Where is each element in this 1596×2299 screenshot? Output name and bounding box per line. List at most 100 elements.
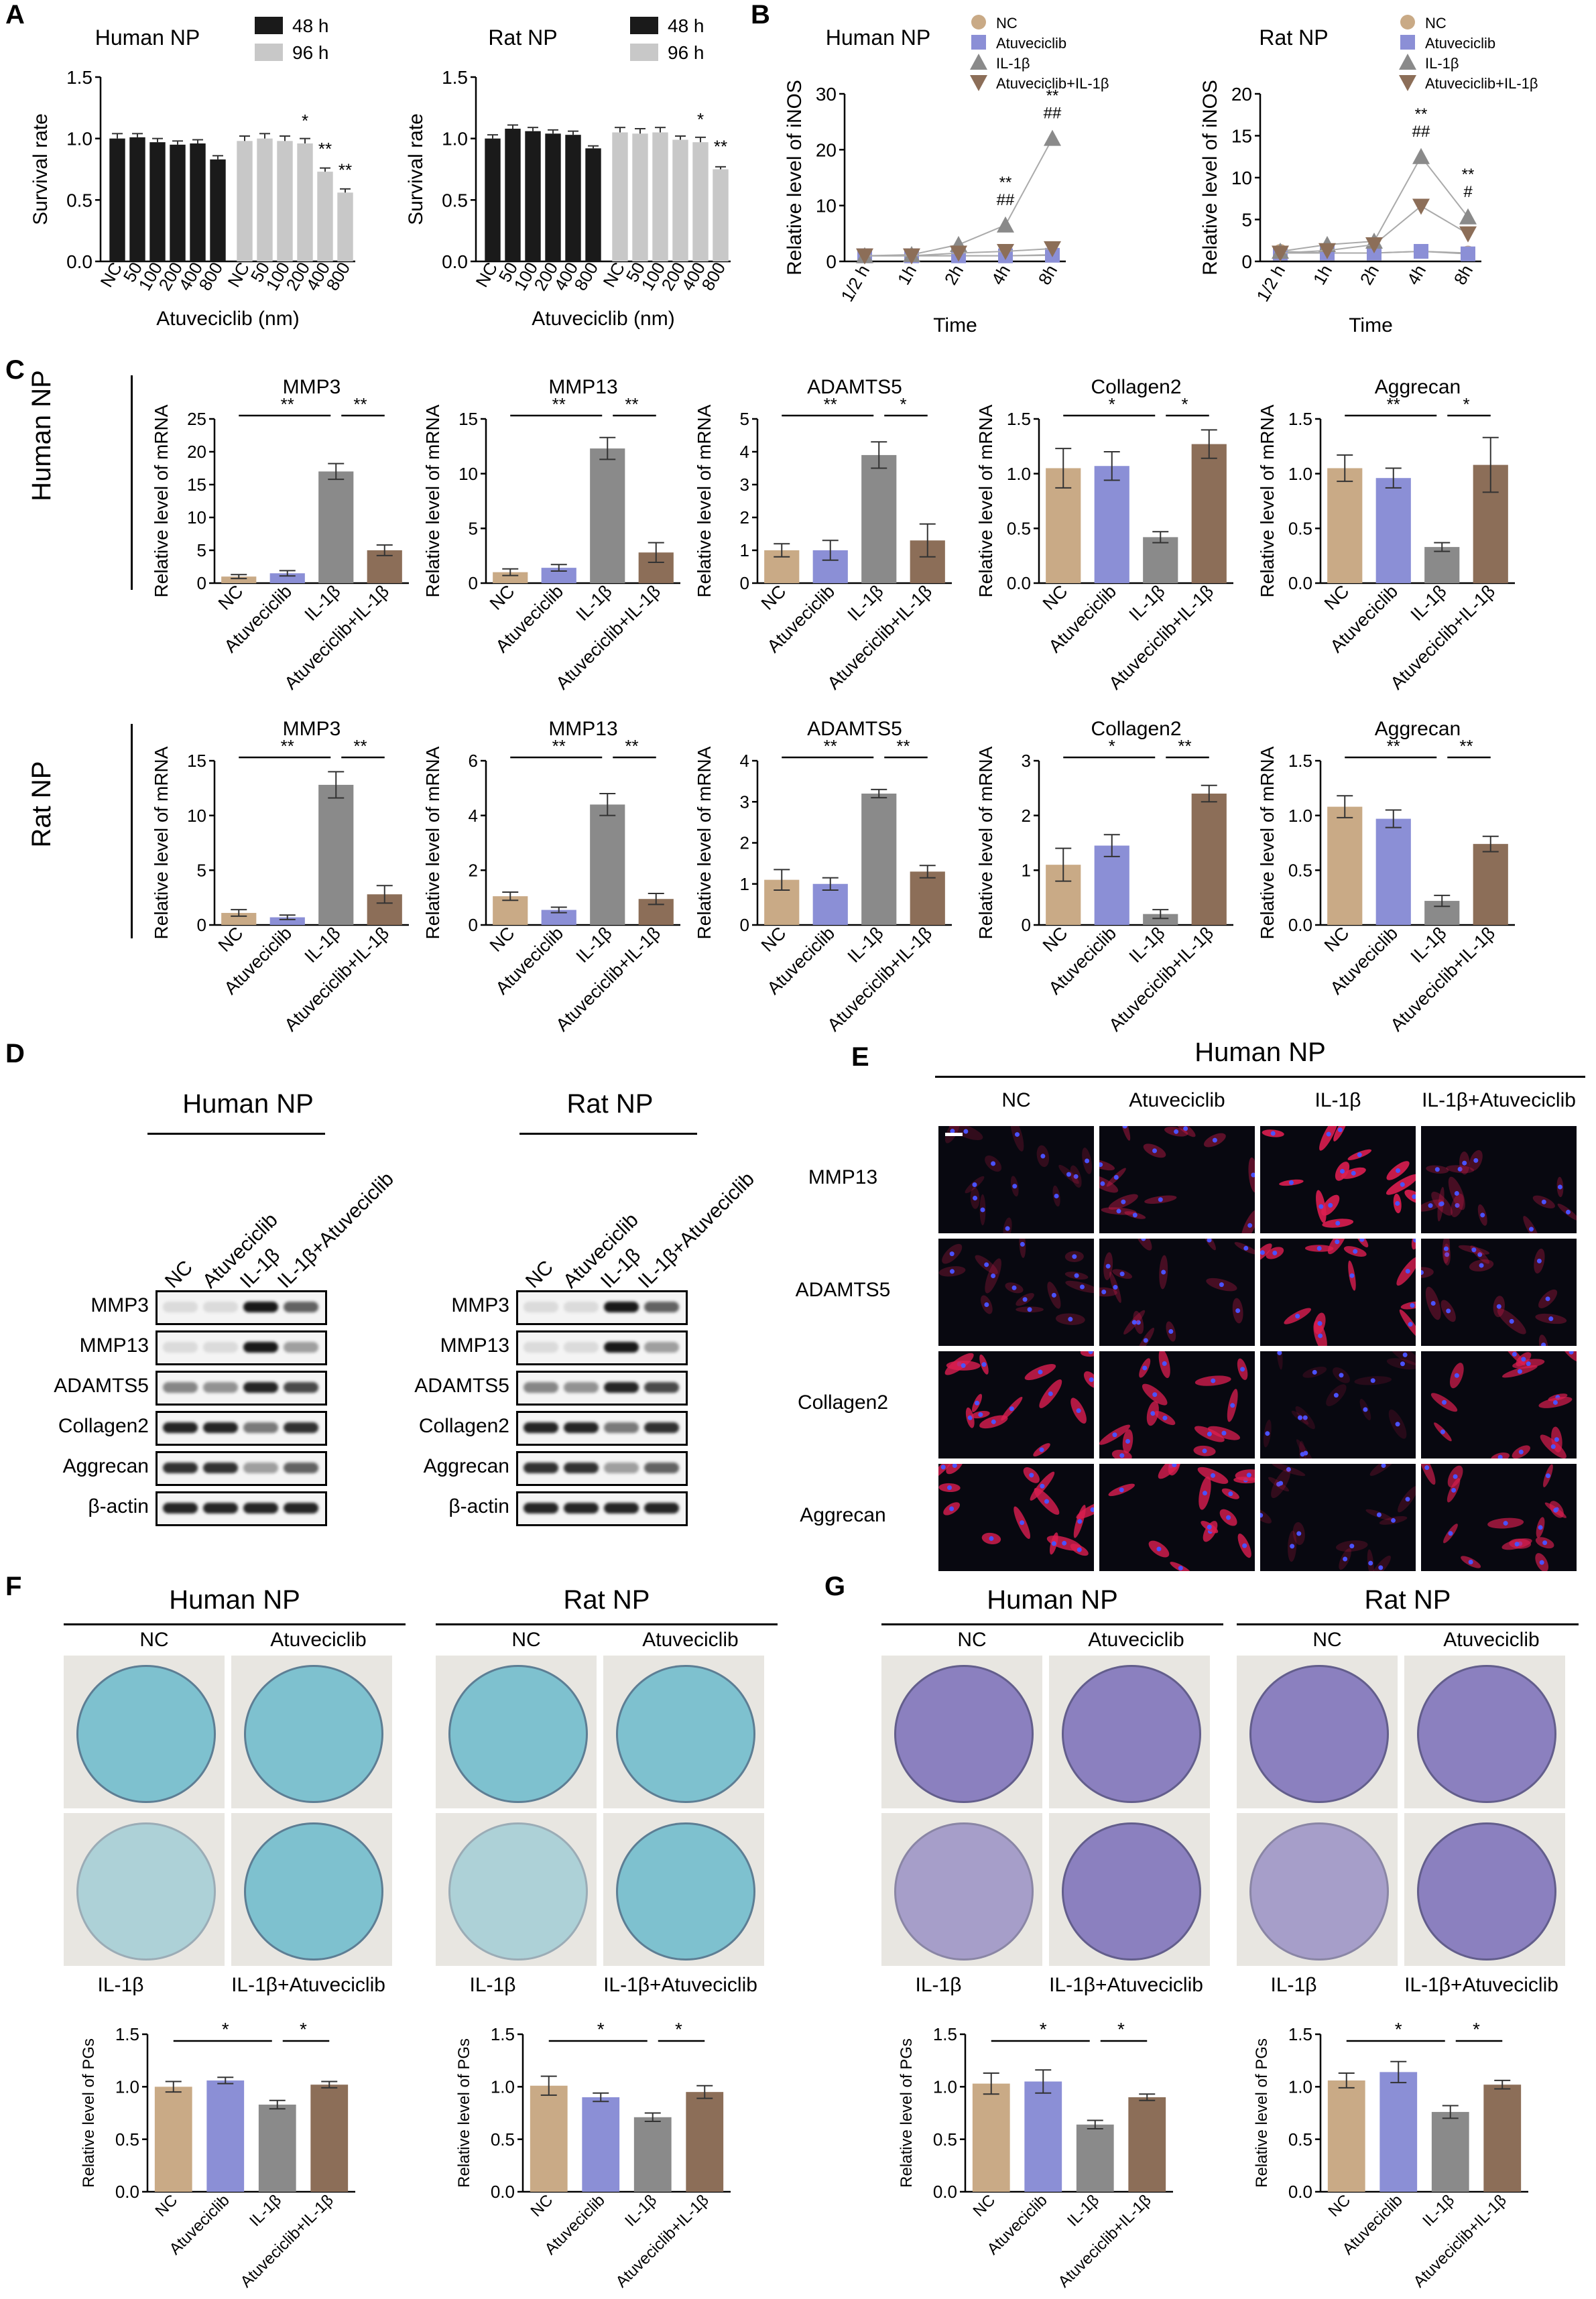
nucleus xyxy=(1066,1172,1072,1177)
nucleus xyxy=(1051,1292,1056,1298)
nucleus xyxy=(950,1129,955,1134)
blot-band xyxy=(524,1382,558,1393)
sig-mark: ** xyxy=(714,137,727,157)
category-label: NC xyxy=(757,581,790,614)
bar-2 xyxy=(1375,478,1411,583)
bar-1 xyxy=(972,2083,1010,2192)
dish-well xyxy=(448,1664,588,1804)
if-row-label: Aggrecan xyxy=(800,1504,886,1526)
y-tick-label: 1.5 xyxy=(491,2024,515,2044)
cell-body xyxy=(1010,1126,1024,1152)
bar-4 xyxy=(1473,844,1508,925)
dish-well xyxy=(76,1822,216,1961)
if-image xyxy=(1260,1464,1416,1571)
bar-3 xyxy=(318,784,354,925)
blot-band xyxy=(243,1422,278,1433)
nucleus xyxy=(1554,1437,1559,1442)
blot-band xyxy=(644,1463,679,1473)
sig-mark: ** xyxy=(339,160,352,180)
nucleus xyxy=(1351,1170,1356,1176)
y-tick-label: 25 xyxy=(187,409,206,429)
bar-1 xyxy=(1327,2080,1365,2192)
y-tick-label: 1 xyxy=(740,874,749,894)
x-axis-label: Atuveciclib (nm) xyxy=(532,308,674,330)
blot-header-human: Human NP xyxy=(182,1089,314,1119)
legend-swatch xyxy=(630,17,658,34)
data-point xyxy=(1365,237,1383,253)
nucleus xyxy=(1328,1202,1333,1208)
if-svg xyxy=(1260,1464,1416,1571)
chart-title: MMP3 xyxy=(283,376,341,398)
y-tick-label: 1.5 xyxy=(442,67,468,88)
legend-label: 96 h xyxy=(668,42,704,63)
category-label: NC xyxy=(486,581,519,614)
category-label: IL-1β xyxy=(300,923,344,967)
y-tick-label: 0.0 xyxy=(442,251,468,272)
nucleus xyxy=(1318,1333,1323,1339)
blot-band xyxy=(284,1342,318,1353)
y-tick-label: 0.0 xyxy=(66,251,93,272)
y-tick-label: 1.0 xyxy=(115,2076,139,2097)
chart-title: Aggrecan xyxy=(1375,376,1461,398)
nucleus xyxy=(1207,1524,1212,1530)
blot-band xyxy=(604,1463,639,1473)
nucleus xyxy=(1343,1556,1348,1562)
nucleus xyxy=(1112,1432,1117,1438)
y-tick-label: 3 xyxy=(1022,751,1031,771)
y-tick-label: 0.0 xyxy=(933,2182,957,2202)
culture-dish-image xyxy=(603,1656,764,1808)
nucleus xyxy=(1295,1314,1300,1319)
nucleus xyxy=(1405,1497,1410,1502)
sig-mark: ** xyxy=(1462,166,1475,184)
y-axis-label: Relative level of mRNA xyxy=(694,746,715,939)
nucleus xyxy=(1497,1454,1503,1458)
panelG-human_header: Human NP xyxy=(987,1585,1118,1615)
sig-mark: * xyxy=(697,109,704,129)
bar-1 xyxy=(154,2087,192,2192)
y-tick-label: 10 xyxy=(816,196,837,216)
row-label-rat: Rat NP xyxy=(27,761,56,848)
blot-strip xyxy=(516,1330,688,1365)
nucleus xyxy=(1370,1378,1375,1383)
nucleus xyxy=(1168,1329,1174,1334)
y-tick-label: 1 xyxy=(1022,860,1031,880)
nucleus xyxy=(1448,1531,1453,1536)
sig-mark: ** xyxy=(281,394,294,414)
cell-body xyxy=(1396,1257,1416,1286)
cell-body xyxy=(1019,1239,1026,1258)
culture-dish-image xyxy=(231,1656,392,1808)
inos-chart-human: Human NP NC Atuveciclib IL-1β Atuveciclib+IL… xyxy=(764,10,1166,352)
nucleus xyxy=(1349,1273,1355,1278)
nucleus xyxy=(1451,1487,1457,1493)
nucleus xyxy=(991,1161,996,1166)
blot-band xyxy=(243,1342,278,1353)
blot-protein-label: ADAMTS5 xyxy=(414,1375,509,1397)
mrna-chart-rat-mmp3: MMP3 0 5 10 15 Relative level of mRNA NC Atuvec… xyxy=(151,700,419,1049)
blot-band xyxy=(163,1503,198,1513)
nucleus xyxy=(1150,1411,1156,1416)
legend-label: 48 h xyxy=(292,15,329,36)
nucleus xyxy=(1143,1338,1148,1343)
blot-band xyxy=(203,1302,238,1312)
legend-label: IL-1β xyxy=(996,55,1030,72)
dish-label: NC xyxy=(139,1629,169,1651)
nucleus xyxy=(1421,1270,1424,1276)
category-label: 800 xyxy=(322,259,355,294)
x-axis-label: Atuveciclib (nm) xyxy=(156,308,299,330)
nucleus xyxy=(1357,1152,1362,1158)
blot-lane-label: NC xyxy=(161,1256,197,1293)
culture-dish-image xyxy=(436,1656,597,1808)
y-tick-label: 5 xyxy=(740,409,749,429)
y-tick-label: 10 xyxy=(1231,168,1252,188)
blot-band xyxy=(524,1463,558,1473)
blot-band xyxy=(203,1503,238,1513)
mrna-chart-human-mmp3: MMP3 0 5 10 15 20 25 Relative level of mRNA NC At… xyxy=(151,359,419,707)
nucleus xyxy=(1443,1246,1449,1251)
data-point xyxy=(997,216,1014,233)
nucleus xyxy=(1235,1308,1241,1314)
bar-4 xyxy=(910,871,945,925)
nucleus xyxy=(973,1196,978,1201)
blot-strip xyxy=(156,1290,327,1325)
nucleus xyxy=(1457,1166,1463,1172)
if-svg xyxy=(1421,1464,1567,1571)
